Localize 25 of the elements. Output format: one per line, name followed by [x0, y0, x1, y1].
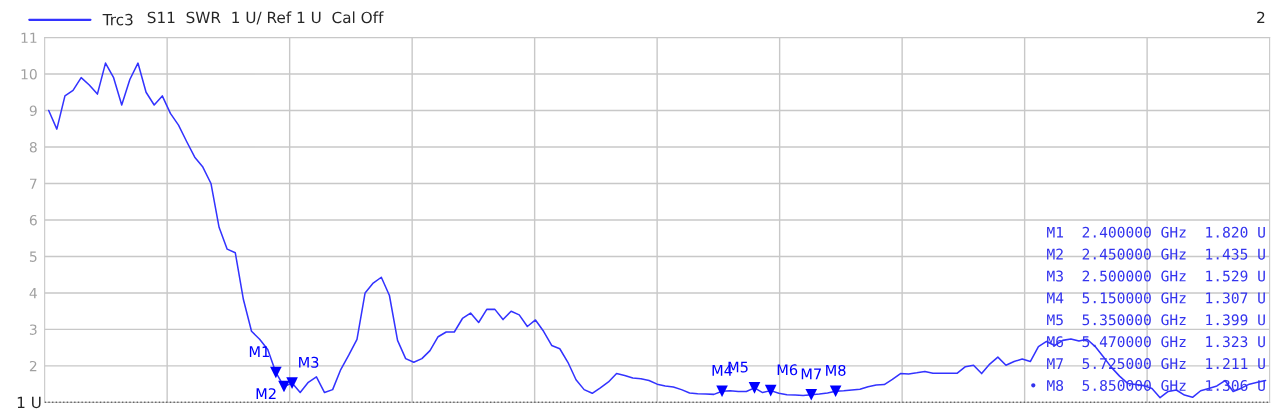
y-tick-label: 10 — [21, 68, 37, 80]
data-label: M6 — [777, 364, 798, 376]
y-tick-label: 7 — [30, 178, 37, 189]
y-tick-label: 5 — [29, 251, 37, 262]
data-label: M3 — [299, 356, 319, 368]
y-tick-label: 9 — [29, 105, 37, 116]
y-tick-label: 6 — [29, 214, 37, 226]
data-label: M2 — [256, 388, 276, 399]
y-tick-label: 2 — [29, 360, 37, 372]
data-label: M7 — [801, 368, 821, 380]
legend-label: Trc3 — [102, 13, 133, 26]
data-label: M8 — [826, 364, 846, 376]
y-tick-label: 11 — [21, 32, 37, 43]
annotation: M1 2.400000 GHz 1.820 U — [1047, 226, 1265, 238]
y-tick-label: 3 — [29, 324, 37, 335]
annotation: M5 5.350000 GHz 1.399 U — [1047, 314, 1265, 326]
ref-line-label: 1 U — [17, 396, 41, 409]
text: 2 — [1257, 11, 1265, 23]
data-label: M1 — [249, 346, 269, 357]
annotation: M4 5.150000 GHz 1.307 U — [1047, 292, 1265, 304]
chart-subtitle: S11 SWR 1 U/ Ref 1 U Cal Off — [147, 11, 384, 25]
y-tick-label: 4 — [29, 288, 37, 299]
annotation: M3 2.500000 GHz 1.529 U — [1047, 270, 1265, 282]
y-tick-label: 8 — [29, 141, 37, 153]
annotation: M2 2.450000 GHz 1.435 U — [1047, 248, 1265, 260]
